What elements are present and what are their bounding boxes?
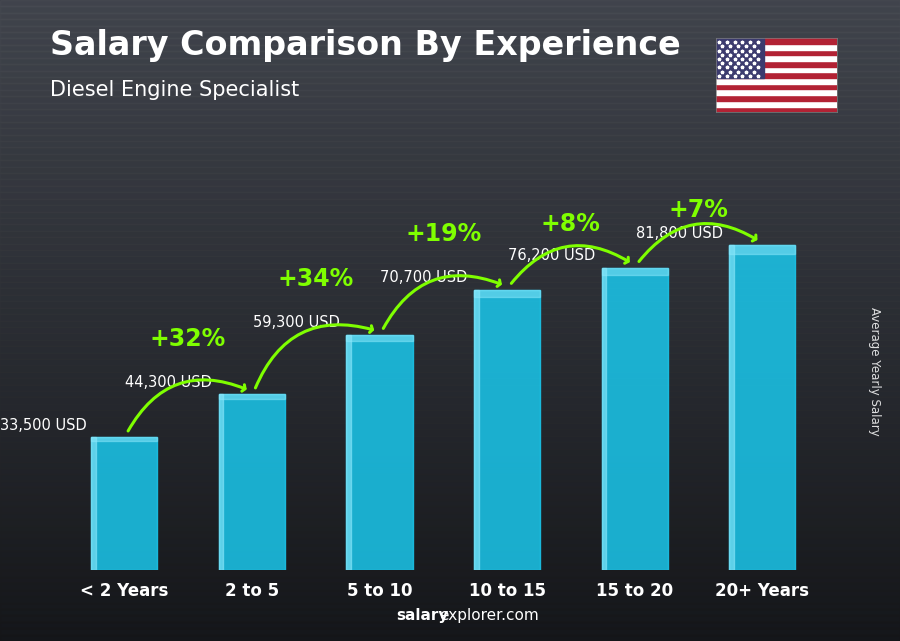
- Bar: [716, 78, 837, 84]
- Text: 81,800 USD: 81,800 USD: [635, 226, 723, 240]
- Text: Average Yearly Salary: Average Yearly Salary: [868, 308, 881, 436]
- Text: +34%: +34%: [277, 267, 354, 291]
- Bar: [91, 437, 95, 570]
- Bar: [474, 290, 540, 297]
- Text: +32%: +32%: [150, 327, 226, 351]
- Bar: [474, 290, 479, 570]
- Bar: [219, 394, 223, 570]
- Bar: [219, 394, 285, 399]
- Text: Salary Comparison By Experience: Salary Comparison By Experience: [50, 29, 680, 62]
- Bar: [729, 246, 796, 254]
- Bar: [716, 95, 837, 101]
- Bar: [716, 38, 837, 44]
- Text: 59,300 USD: 59,300 USD: [253, 315, 340, 330]
- Text: salary: salary: [396, 608, 448, 623]
- Bar: [346, 335, 412, 570]
- Text: Diesel Engine Specialist: Diesel Engine Specialist: [50, 80, 299, 100]
- Bar: [601, 268, 668, 570]
- Bar: [716, 50, 837, 56]
- Bar: [716, 56, 837, 61]
- Bar: [716, 84, 837, 90]
- Bar: [474, 290, 540, 570]
- Bar: [729, 246, 796, 570]
- Text: 44,300 USD: 44,300 USD: [125, 374, 212, 390]
- Text: 70,700 USD: 70,700 USD: [380, 270, 467, 285]
- Text: +7%: +7%: [669, 197, 728, 222]
- Text: +8%: +8%: [541, 212, 601, 236]
- Bar: [716, 101, 837, 106]
- Bar: [716, 106, 837, 112]
- Bar: [91, 437, 158, 440]
- Bar: [716, 61, 837, 67]
- Bar: [716, 67, 837, 72]
- Bar: [91, 437, 158, 570]
- Bar: [729, 246, 733, 570]
- Text: 33,500 USD: 33,500 USD: [0, 417, 87, 433]
- Bar: [601, 268, 668, 275]
- Bar: [716, 38, 764, 78]
- Bar: [601, 268, 606, 570]
- Text: 76,200 USD: 76,200 USD: [508, 248, 595, 263]
- Bar: [716, 44, 837, 50]
- Bar: [716, 72, 837, 78]
- Bar: [346, 335, 412, 341]
- Bar: [716, 90, 837, 95]
- Bar: [346, 335, 351, 570]
- Text: explorer.com: explorer.com: [439, 608, 539, 623]
- Text: +19%: +19%: [405, 222, 482, 246]
- Bar: [219, 394, 285, 570]
